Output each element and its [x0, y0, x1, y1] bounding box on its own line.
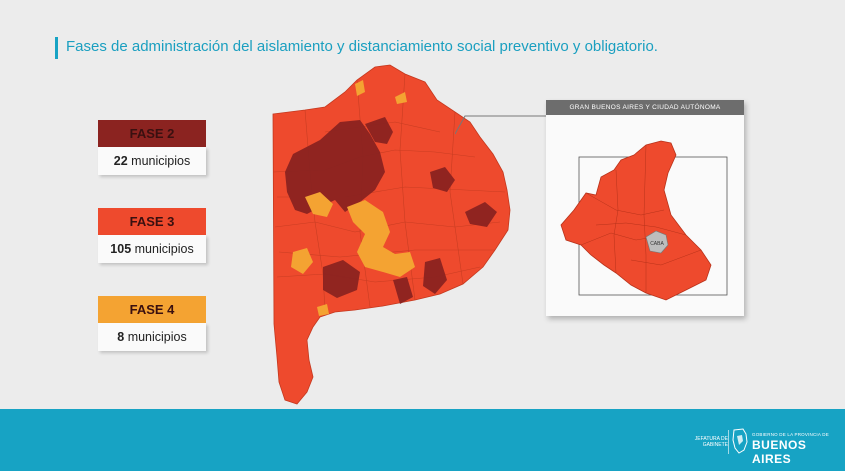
phase-4-count-row: 8 municipios: [98, 323, 206, 351]
province-emblem-icon: [732, 428, 748, 454]
caba-label: CABA: [650, 241, 664, 247]
phase-2-unit: municipios: [131, 154, 191, 168]
footer-divider: [728, 430, 729, 454]
phase-4-unit: municipios: [127, 330, 187, 344]
inset-header: GRAN BUENOS AIRES Y CIUDAD AUTÓNOMA: [546, 100, 744, 115]
phase-card-3: FASE 3 105 municipios: [98, 208, 206, 263]
footer-left-line2: GABINETE: [702, 442, 728, 448]
gba-inset: GRAN BUENOS AIRES Y CIUDAD AUTÓNOMA CABA: [546, 100, 744, 316]
footer-left-line1: JEFATURA DE: [694, 436, 728, 442]
phase-3-count-row: 105 municipios: [98, 235, 206, 263]
phase-2-label: FASE 2: [98, 120, 206, 147]
province-map: [272, 64, 511, 405]
fase-4-regions: [291, 80, 415, 316]
phase-3-count: 105: [110, 242, 132, 256]
caba-region: [645, 230, 669, 254]
phase-card-2: FASE 2 22 municipios: [98, 120, 206, 175]
footer-gov: GOBIERNO DE LA PROVINCIA DE BUENOS AIRES: [752, 432, 845, 466]
gba-inset-map: CABA: [560, 140, 728, 301]
footer-right-big: BUENOS AIRES: [752, 438, 807, 466]
page-title: Fases de administración del aislamiento …: [66, 38, 658, 55]
phase-4-count: 8: [117, 330, 125, 344]
phase-3-label: FASE 3: [98, 208, 206, 235]
phase-3-unit: municipios: [134, 242, 194, 256]
gba-outline: [560, 140, 712, 301]
phase-2-count-row: 22 municipios: [98, 147, 206, 175]
gba-borders: [580, 144, 702, 293]
phase-card-4: FASE 4 8 municipios: [98, 296, 206, 351]
connector-line: [455, 115, 547, 135]
fase-2-regions: [285, 117, 497, 304]
title-accent: [55, 37, 58, 59]
footer-right-small: GOBIERNO DE LA PROVINCIA DE: [752, 432, 829, 437]
phase-4-label: FASE 4: [98, 296, 206, 323]
footer-jefatura: JEFATURA DE GABINETE: [680, 436, 728, 448]
phase-2-count: 22: [113, 154, 128, 168]
footer-bar: [0, 409, 845, 471]
